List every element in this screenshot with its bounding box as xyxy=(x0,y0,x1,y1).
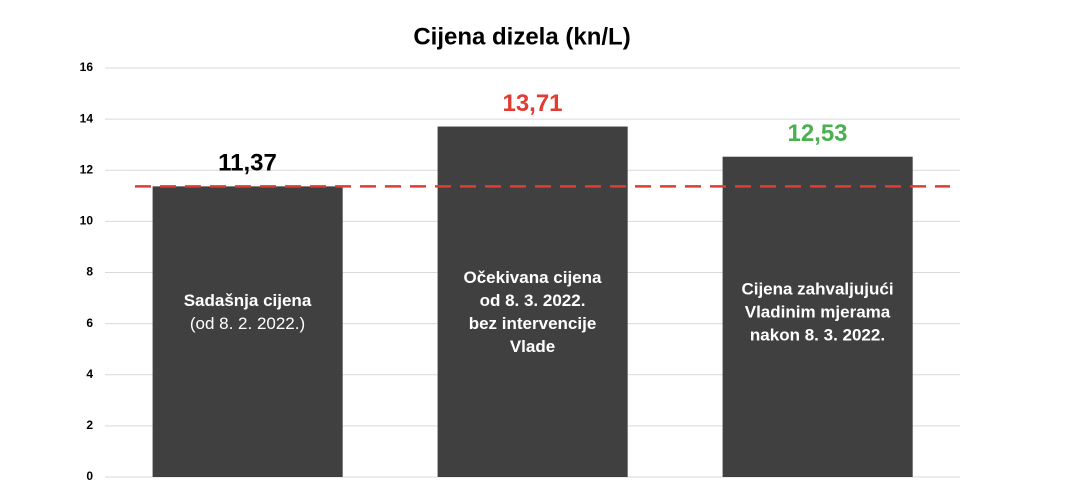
chart-title: Cijena dizela (kn/L) xyxy=(413,23,630,50)
category-label: Vladinim mjerama xyxy=(745,302,891,321)
y-tick-label: 10 xyxy=(80,214,94,228)
category-label: Sadašnja cijena xyxy=(184,291,312,310)
bar xyxy=(152,186,343,477)
category-label: (od 8. 2. 2022.) xyxy=(190,314,305,333)
category-label: Cijena zahvaljujući xyxy=(741,279,893,298)
category-label: bez intervencije xyxy=(469,314,597,333)
category-label: od 8. 3. 2022. xyxy=(480,291,586,310)
category-label: Vlade xyxy=(510,337,555,356)
category-label: nakon 8. 3. 2022. xyxy=(750,325,885,344)
bar xyxy=(437,126,628,478)
value-label: 12,53 xyxy=(787,120,847,147)
y-tick-label: 6 xyxy=(86,316,93,330)
value-label: 13,71 xyxy=(502,90,562,117)
value-label: 11,37 xyxy=(218,150,277,177)
category-label: Očekivana cijena xyxy=(464,268,603,287)
bar xyxy=(722,156,913,477)
y-tick-label: 14 xyxy=(80,111,94,125)
y-tick-label: 16 xyxy=(80,60,94,74)
y-tick-label: 0 xyxy=(86,469,93,483)
y-tick-label: 8 xyxy=(86,265,93,279)
y-tick-label: 2 xyxy=(86,418,93,432)
y-tick-label: 4 xyxy=(86,367,93,381)
y-tick-label: 12 xyxy=(80,162,94,176)
